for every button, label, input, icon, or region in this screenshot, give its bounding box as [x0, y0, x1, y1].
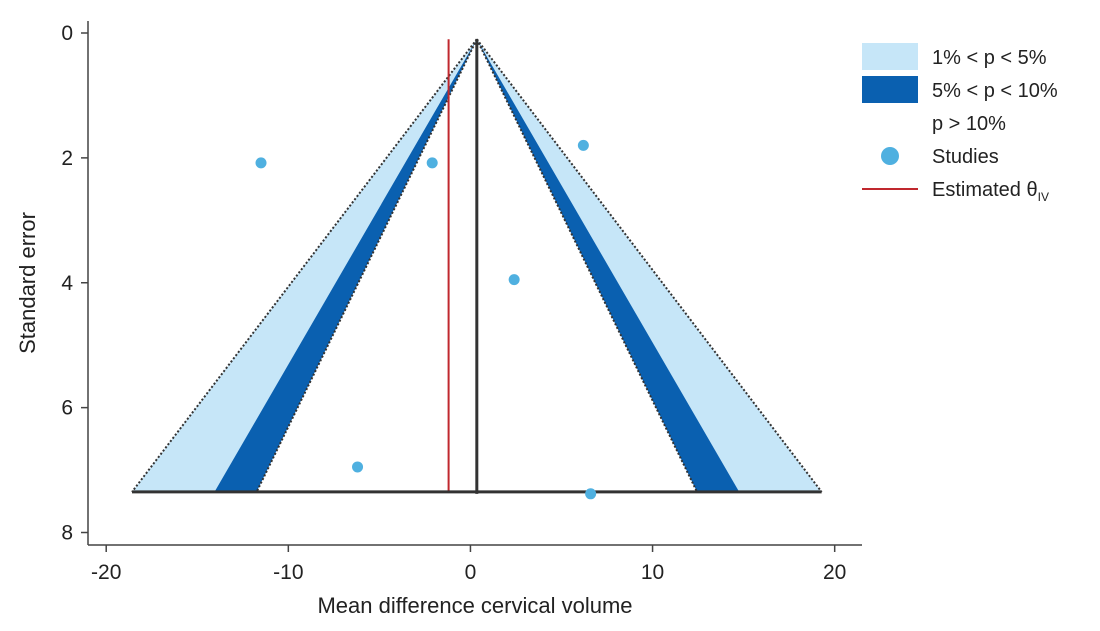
- y-axis-title: Standard error: [15, 212, 40, 354]
- funnel-boundary-left-outer: [131, 38, 478, 493]
- x-tick-label-20: 20: [823, 561, 846, 584]
- y-tick-label-0: 0: [61, 22, 73, 45]
- legend-label-2: 5% < p < 10%: [932, 80, 1058, 102]
- funnel-boundary-left-inner: [255, 38, 478, 493]
- axes: 0 2 4 6 8 -20 -10 0 10 20: [61, 21, 862, 584]
- legend-label-1: 1% < p < 5%: [932, 47, 1047, 69]
- study-point-3: [577, 139, 589, 151]
- legend-label-5: Estimated θIV: [932, 179, 1049, 204]
- funnel-boundary-right-outer: [476, 38, 823, 493]
- band-5-10-left: [214, 39, 477, 492]
- y-tick-label-8: 8: [61, 522, 73, 545]
- study-point-2: [426, 157, 438, 169]
- x-tick-label-0: 0: [465, 561, 477, 584]
- x-axis-title: Mean difference cervical volume: [317, 593, 632, 618]
- legend-label-3: p > 10%: [932, 113, 1006, 135]
- y-tick-label-4: 4: [61, 272, 73, 295]
- legend-swatch-1-5: [862, 43, 918, 70]
- band-5-10-right: [476, 39, 740, 492]
- y-tick-label-6: 6: [61, 397, 73, 420]
- y-tick-label-2: 2: [61, 147, 73, 170]
- x-tick-label--20: -20: [91, 561, 121, 584]
- study-point-6: [585, 488, 597, 500]
- x-tick-label--10: -10: [273, 561, 303, 584]
- study-point-5: [352, 461, 364, 473]
- funnel-lines: [131, 38, 823, 494]
- study-markers: [255, 139, 597, 500]
- study-point-4: [508, 274, 520, 286]
- legend-swatch-5-10: [862, 76, 918, 103]
- study-point-1: [255, 157, 267, 169]
- x-tick-label-10: 10: [641, 561, 664, 584]
- legend-marker-studies: [881, 147, 899, 165]
- legend-label-subscript: IV: [1038, 190, 1049, 204]
- legend-label-4: Studies: [932, 146, 999, 168]
- legend: 1% < p < 5% 5% < p < 10% p > 10% Studies Est…: [862, 43, 1058, 204]
